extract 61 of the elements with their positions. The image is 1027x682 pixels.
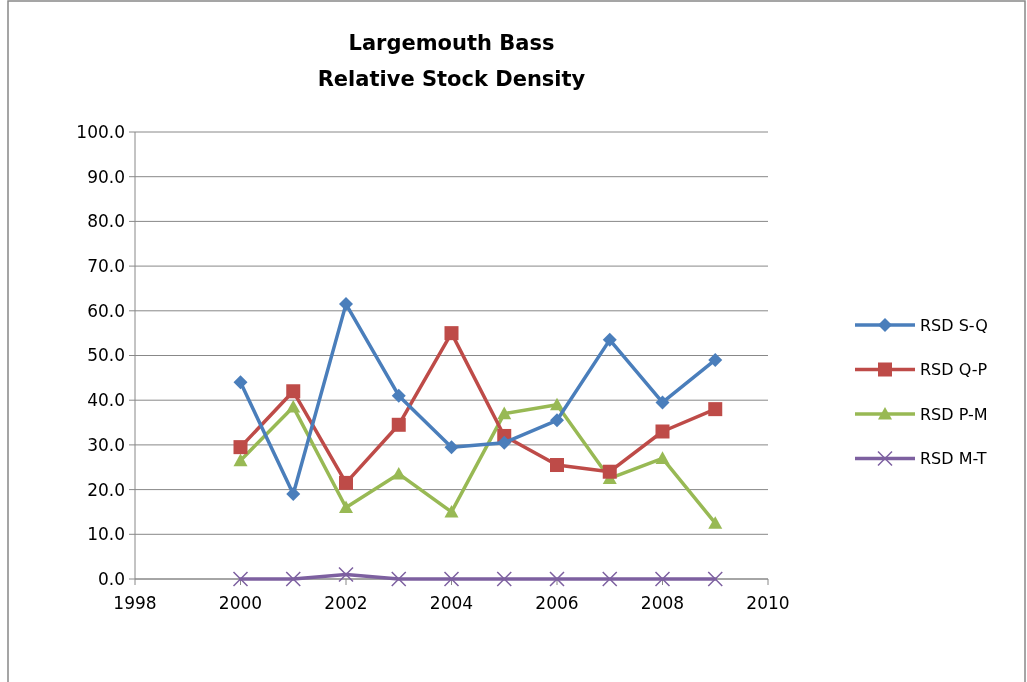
y-tick-label: 90.0 [87,166,125,187]
y-tick-label: 70.0 [87,256,125,277]
point [285,571,301,587]
x-tick-label: 2000 [218,593,263,613]
chart-title: Largemouth Bass Relative Stock Density [317,31,586,91]
legend-label: RSD P-M [920,404,988,424]
point [339,500,353,514]
point [550,397,564,411]
point [496,571,512,587]
point [444,326,459,341]
point [707,571,723,587]
legend-label: RSD S-Q [920,315,988,335]
point [391,417,406,432]
point [339,297,353,312]
x-tick-label: 2004 [429,593,474,613]
point [550,413,564,428]
point [338,566,354,583]
x-tick-label: 2008 [640,593,685,613]
x-tick-label: 2006 [535,593,579,613]
point [654,571,671,587]
y-tick-label: 40.0 [87,390,125,411]
y-tick-label: 80.0 [87,211,125,232]
point [391,571,407,587]
point [286,487,301,502]
y-tick-label: 0.0 [97,568,125,589]
x-tick-label: 2002 [324,593,368,613]
point [497,406,512,420]
point [391,466,406,480]
x-tick-label: 2010 [746,593,790,613]
x-tick-label: 1998 [113,593,157,613]
point [444,504,459,518]
legend-label: RSD M-T [920,449,987,469]
point [655,451,670,464]
point [602,464,617,479]
point [232,571,249,587]
legend-label: RSD Q-P [920,360,988,380]
point [286,384,301,399]
point [602,571,618,587]
point [233,453,248,467]
point [655,395,670,410]
y-tick-label: 50.0 [87,345,125,366]
point [233,375,248,390]
point [339,475,353,490]
point [233,440,248,455]
point [443,571,460,587]
point [708,516,723,529]
point [602,332,617,347]
point [550,458,564,473]
point [549,571,565,587]
point [391,388,406,403]
y-tick-label: 100.0 [76,121,125,142]
y-tick-label: 20.0 [87,479,125,500]
point [708,402,723,417]
y-tick-label: 30.0 [87,434,125,455]
point [286,399,301,413]
point [655,424,670,439]
point [497,435,512,450]
point [444,440,459,455]
y-tick-label: 60.0 [87,300,125,321]
point [708,352,723,367]
y-tick-label: 10.0 [87,524,125,545]
